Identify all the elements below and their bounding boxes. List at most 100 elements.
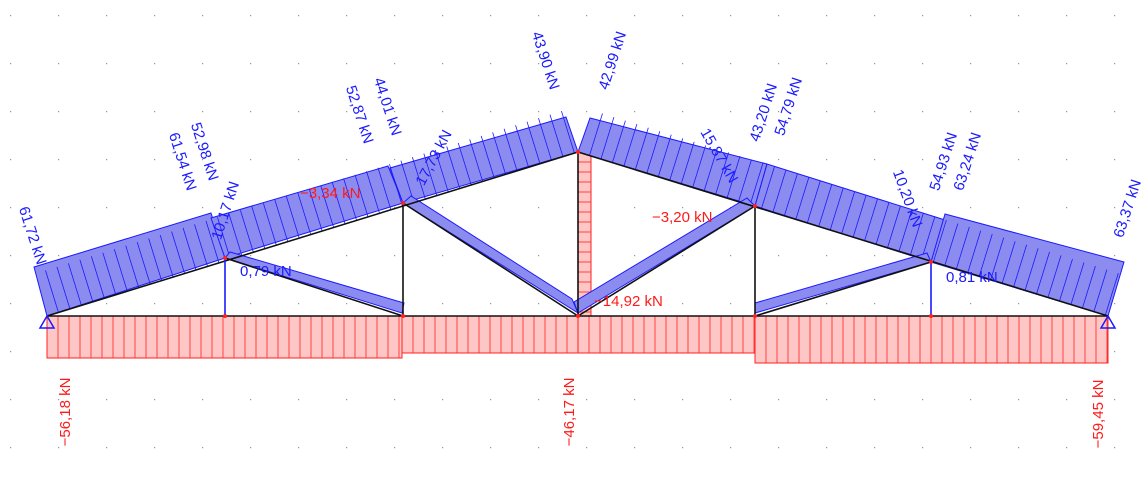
hatch-line — [864, 198, 878, 241]
hatch-line — [400, 160, 415, 203]
grid-dot — [250, 15, 252, 17]
grid-dot — [538, 447, 540, 449]
grid-dot — [1066, 15, 1068, 17]
hatch-line — [749, 163, 764, 206]
grid-dot — [682, 15, 684, 17]
grid-dot — [202, 111, 204, 113]
hatch-line — [795, 177, 810, 220]
grid-dot — [250, 303, 252, 305]
top-chord-force-bands — [33, 110, 1125, 317]
hatch-line — [910, 212, 924, 255]
grid-dot — [682, 303, 684, 305]
diag-band-left-center — [402, 195, 580, 315]
grid-dot — [922, 303, 924, 305]
hatch-line — [818, 184, 833, 227]
grid-dot — [1018, 63, 1020, 65]
grid-dot — [826, 447, 828, 449]
grid-dot — [874, 303, 876, 305]
hatch-line — [612, 120, 626, 163]
hatch-line — [389, 164, 403, 207]
hatch-line — [1047, 255, 1062, 298]
bottom-chord-force-bands — [46, 315, 1109, 364]
grid-dot — [442, 447, 444, 449]
grid-dot — [1066, 447, 1068, 449]
grid-dot — [1114, 399, 1116, 401]
grid-dot — [106, 303, 108, 305]
grid-dot — [970, 111, 972, 113]
grid-dot — [1114, 447, 1116, 449]
grid-dot — [202, 447, 204, 449]
grid-dot — [106, 63, 108, 65]
hatch-line — [492, 132, 507, 175]
hatch-line — [669, 138, 684, 181]
hatch-line — [680, 141, 695, 185]
grid-dot — [154, 159, 156, 161]
grid-dot — [298, 15, 300, 17]
grid-dot — [826, 255, 828, 257]
hatch-line — [703, 148, 718, 192]
grid-dot — [442, 255, 444, 257]
label-bottom-center: −46,17 kN — [561, 378, 578, 447]
grid-dot — [1114, 159, 1116, 161]
hatch-line — [79, 259, 94, 302]
top-chord-band-4 — [577, 117, 768, 207]
grid-dot — [874, 159, 876, 161]
diag-band-right-center — [573, 197, 756, 314]
grid-dot — [778, 63, 780, 65]
grid-dot — [58, 399, 60, 401]
grid-dot — [682, 207, 684, 209]
grid-dot — [1066, 63, 1068, 65]
hatch-line — [171, 231, 185, 274]
top-chord-band-2 — [210, 165, 404, 259]
hatch-line — [274, 199, 289, 242]
grid-dot — [778, 447, 780, 449]
grid-dot — [682, 255, 684, 257]
grid-dot — [730, 111, 732, 113]
grid-dot — [298, 255, 300, 257]
center-post-band — [577, 151, 592, 317]
grid-dot — [442, 399, 444, 401]
grid-dot — [154, 63, 156, 65]
grid-dot — [1114, 111, 1116, 113]
label-vert-left-outer: 0,79 kN — [240, 263, 292, 280]
grid-dot — [250, 255, 252, 257]
grid-dot — [298, 159, 300, 161]
grid-dot — [1114, 351, 1116, 353]
grid-dot — [970, 207, 972, 209]
grid-dot — [826, 111, 828, 113]
grid-dot — [586, 447, 588, 449]
grid-dot — [10, 303, 12, 305]
hatch-line — [1036, 251, 1050, 295]
grid-dot — [250, 159, 252, 161]
label-top-right-apex: 42,99 kN — [595, 29, 630, 91]
joint — [576, 314, 580, 318]
right-support-icon — [1099, 314, 1117, 329]
hatch-line — [932, 219, 947, 263]
hatch-line — [761, 166, 775, 209]
grid-dot — [298, 63, 300, 65]
label-top-seg4-left-b: 54,79 kN — [771, 75, 806, 137]
hatch-line — [262, 203, 277, 246]
grid-dot — [58, 447, 60, 449]
grid-dot — [874, 111, 876, 113]
grid-dot — [10, 15, 12, 17]
grid-dot — [922, 63, 924, 65]
hatch-line — [354, 174, 369, 217]
grid-dot — [634, 63, 636, 65]
grid-dot — [106, 111, 108, 113]
hatch-line — [600, 116, 615, 160]
grid-dot — [490, 111, 492, 113]
grid-dot — [394, 207, 396, 209]
hatch-line — [411, 156, 426, 200]
grid-dot — [1114, 15, 1116, 17]
left-support-icon — [38, 314, 56, 329]
grid-dot — [154, 399, 156, 401]
grid-dot — [538, 255, 540, 257]
hatch-line — [538, 118, 552, 161]
grid-dot — [682, 399, 684, 401]
grid-dot — [58, 159, 60, 161]
grid-dot — [10, 207, 12, 209]
grid-dot — [874, 15, 876, 17]
top-chord-band-1 — [33, 212, 226, 317]
grid-dot — [250, 111, 252, 113]
